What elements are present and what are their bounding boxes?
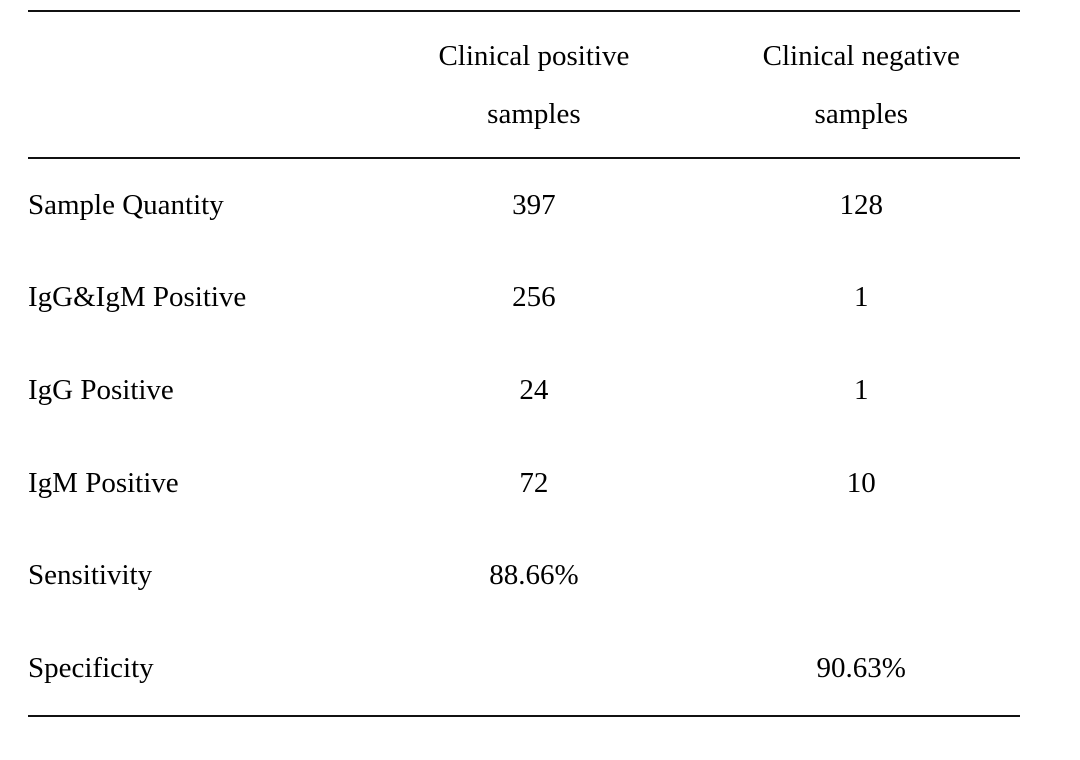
positive-value [365,622,702,716]
table-body: Sample Quantity 397 128 IgG&IgM Positive… [28,158,1020,716]
clinical-results-table: Clinical positive samples Clinical negat… [28,10,1020,717]
negative-value: 1 [854,281,869,314]
negative-value: 10 [846,466,876,499]
table-row-igg-positive: IgG Positive 24 1 [28,344,1020,437]
row-label: IgG Positive [28,373,174,406]
row-label: Sample Quantity [28,188,224,221]
table-row-sensitivity: Sensitivity 88.66% [28,529,1020,622]
results-table: Clinical positive samples Clinical negat… [28,10,1020,717]
table-row-igm-positive: IgM Positive 72 10 [28,437,1020,530]
negative-value: 90.63% [816,651,906,684]
header-row: Clinical positive samples Clinical negat… [28,11,1020,159]
positive-value: 397 [512,188,556,221]
table-row-igg-igm-positive: IgG&IgM Positive 256 1 [28,252,1020,345]
header-cell-clinical-positive: Clinical positive samples [365,11,703,159]
row-label: IgG&IgM Positive [28,281,247,314]
negative-value [703,529,1020,622]
negative-value: 1 [854,373,869,406]
table-row-specificity: Specificity 90.63% [28,622,1020,716]
positive-value: 256 [512,281,556,314]
header-cell-empty [28,11,366,159]
table-header: Clinical positive samples Clinical negat… [28,11,1020,159]
positive-value: 72 [519,466,549,499]
positive-value: 24 [519,373,549,406]
row-label: Specificity [28,651,154,684]
header-cell-clinical-negative: Clinical negative samples [702,11,1020,159]
row-label: IgM Positive [28,466,179,499]
row-label: Sensitivity [28,559,153,592]
positive-value: 88.66% [489,559,579,592]
negative-value: 128 [839,188,884,221]
table-row-sample-quantity: Sample Quantity 397 128 [28,158,1020,252]
